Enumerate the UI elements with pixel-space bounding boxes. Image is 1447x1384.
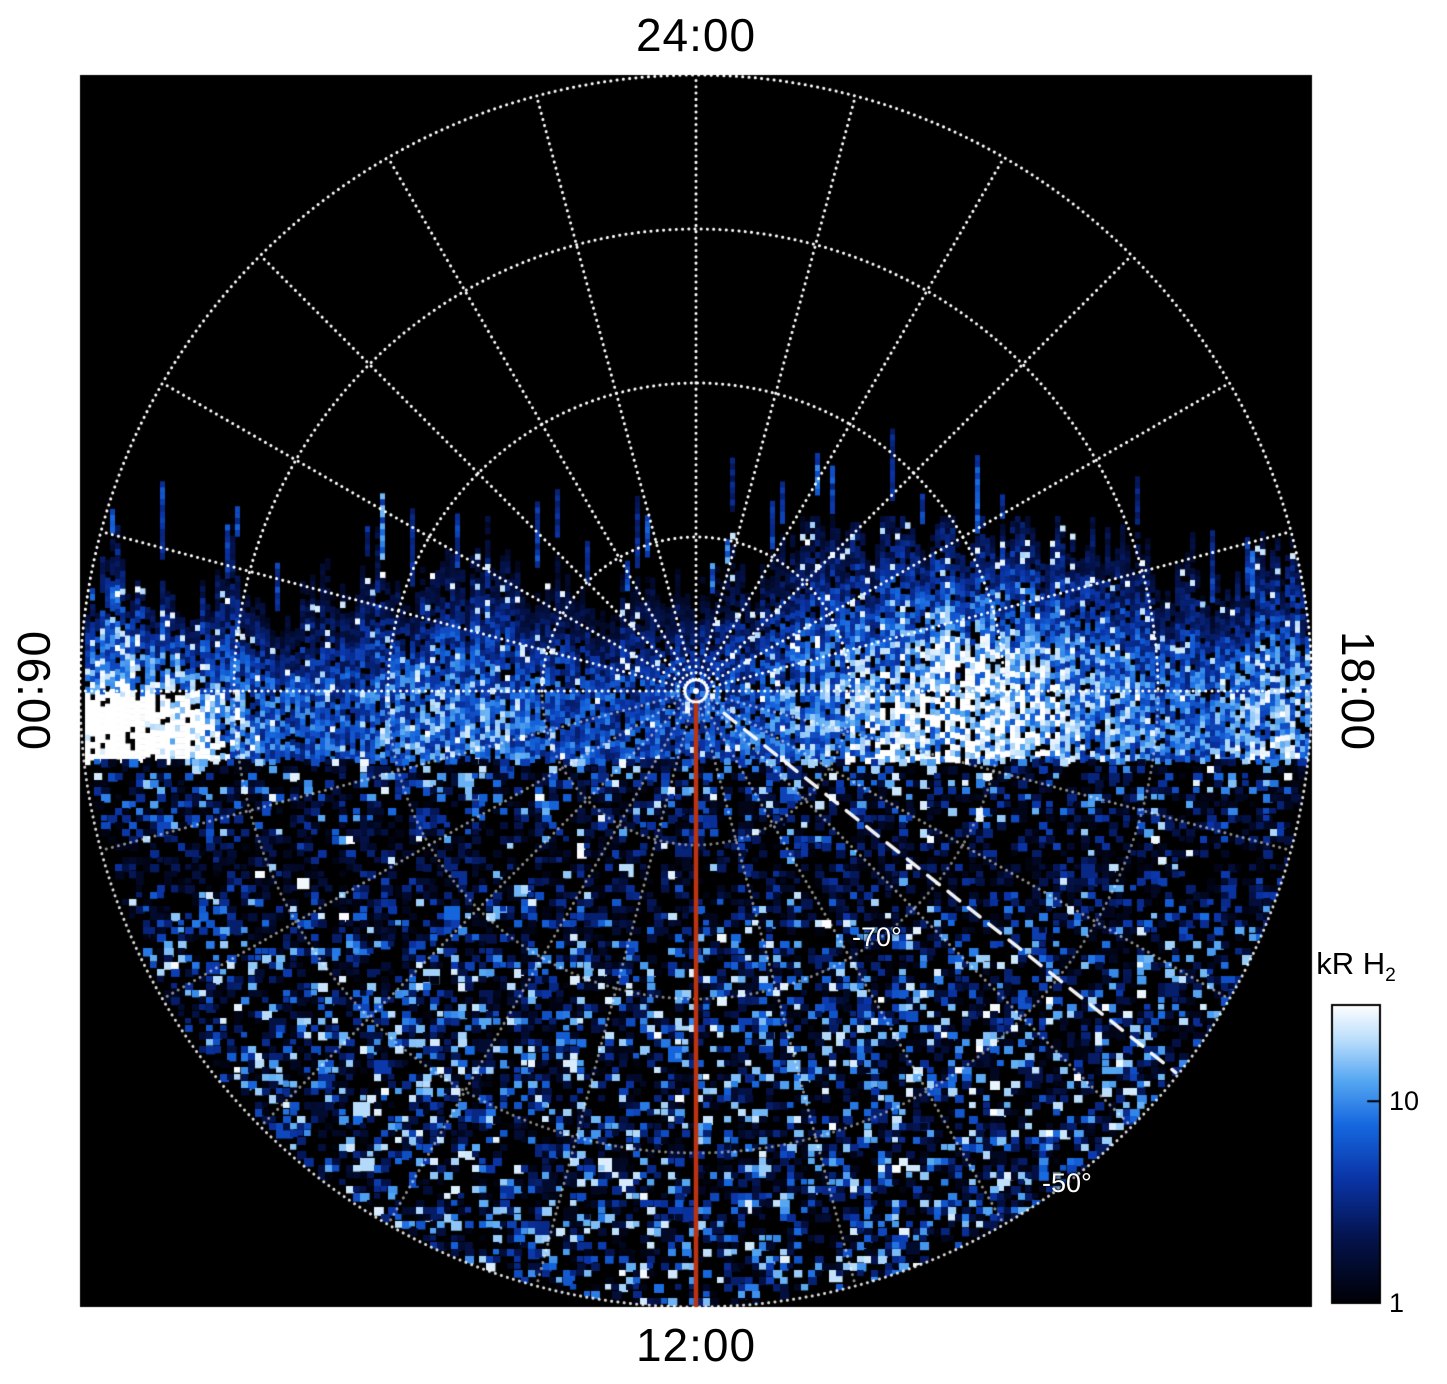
local-time-label-24: 24:00 xyxy=(635,9,757,61)
local-time-label-18: 18:00 xyxy=(1332,630,1384,752)
local-time-label-06: 06:00 xyxy=(8,630,60,752)
latitude-label-50: -50° xyxy=(1042,1168,1092,1198)
colorbar-tick-1: 1 xyxy=(1389,1288,1405,1318)
local-time-label-12: 12:00 xyxy=(635,1319,757,1371)
colorbar-title-subscript: 2 xyxy=(1385,965,1396,987)
latitude-label-70: -70° xyxy=(852,922,902,952)
colorbar-tick-10: 10 xyxy=(1389,1086,1420,1117)
colorbar-title: kR H2 xyxy=(1316,946,1396,987)
